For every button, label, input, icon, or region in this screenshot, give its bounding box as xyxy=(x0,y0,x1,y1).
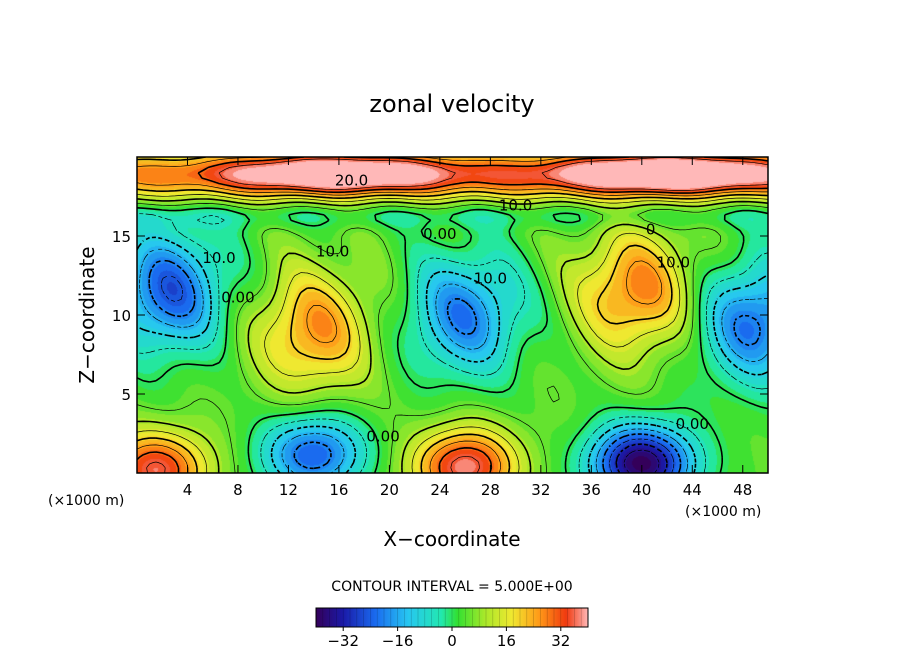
contour-level-neg5 xyxy=(137,213,768,473)
colorbar-tick-label: 32 xyxy=(551,632,570,650)
colorbar: −32 −16 0 16 32 xyxy=(315,607,589,650)
x-axis-label: X−coordinate xyxy=(383,527,520,551)
contour-label: 20.0 xyxy=(335,171,368,189)
contour-label: 0.00 xyxy=(423,225,456,243)
x-tick-label: 48 xyxy=(733,481,752,499)
velocity-field xyxy=(137,157,768,473)
x-tick-label: 32 xyxy=(531,481,550,499)
contour-label: 10.0 xyxy=(316,243,349,261)
y-tick-label: 5 xyxy=(121,386,131,404)
contour-label: 0.00 xyxy=(221,288,254,306)
colorbar-tick-label: 0 xyxy=(447,632,457,650)
chart-title: zonal velocity xyxy=(369,90,534,118)
colorbar-ticks: −32 −16 0 16 32 xyxy=(327,627,570,650)
x-tick-label: 16 xyxy=(329,481,348,499)
contour-labels: 20.010.00.0010.010.00.0010.010.000.000.0… xyxy=(202,171,709,445)
contour-label: 10.0 xyxy=(657,254,690,272)
contour-level-neg10 xyxy=(137,236,768,473)
y-tick-label: 15 xyxy=(112,228,131,246)
x-unit-left: (×1000 m) xyxy=(48,493,124,509)
contour-level-neg20 xyxy=(148,259,761,473)
contour-interval-label: CONTOUR INTERVAL = 5.000E+00 xyxy=(331,579,572,595)
x-unit-right: (×1000 m) xyxy=(685,504,761,520)
y-axis-label: Z−coordinate xyxy=(75,246,99,383)
x-tick-label: 40 xyxy=(632,481,651,499)
x-tick-label: 12 xyxy=(279,481,298,499)
contour-level-20 xyxy=(137,157,768,473)
x-tick-label: 4 xyxy=(183,481,193,499)
x-tick-label: 28 xyxy=(481,481,500,499)
x-axis: 4 8 12 16 20 24 28 32 36 40 44 48 xyxy=(183,157,752,499)
plot-area: 20.010.00.0010.010.00.0010.010.000.000.0… xyxy=(137,157,768,473)
contour-level-5 xyxy=(137,202,768,473)
x-tick-label: 44 xyxy=(683,481,702,499)
contour-level-neg25 xyxy=(161,274,675,473)
x-tick-label: 20 xyxy=(380,481,399,499)
contour-label: 0.00 xyxy=(366,427,399,445)
contour-label: 10.0 xyxy=(499,197,532,215)
contour-level-neg35 xyxy=(623,449,660,473)
colorbar-stripes xyxy=(322,608,582,627)
contour-level-neg30 xyxy=(615,443,668,473)
contour-label: 0.00 xyxy=(676,415,709,433)
x-tick-label: 24 xyxy=(430,481,449,499)
x-tick-label: 8 xyxy=(233,481,243,499)
colorbar-tick-label: −16 xyxy=(382,632,414,650)
y-tick-label: 10 xyxy=(112,307,131,325)
contour-level-35 xyxy=(146,157,768,473)
contour-label: 10.0 xyxy=(474,269,507,287)
x-tick-label: 36 xyxy=(582,481,601,499)
colorbar-tick-label: −32 xyxy=(327,632,359,650)
contour-level-30 xyxy=(137,157,768,473)
contour-level-10 xyxy=(137,198,768,473)
y-axis: 5 10 15 xyxy=(112,228,768,404)
contour-level-0 xyxy=(137,207,768,473)
contour-lines xyxy=(137,157,768,473)
contour-label: 0 xyxy=(646,220,656,238)
contour-label: 10.0 xyxy=(202,249,235,267)
contour-level-15 xyxy=(137,193,768,473)
colorbar-tick-label: 16 xyxy=(497,632,516,650)
